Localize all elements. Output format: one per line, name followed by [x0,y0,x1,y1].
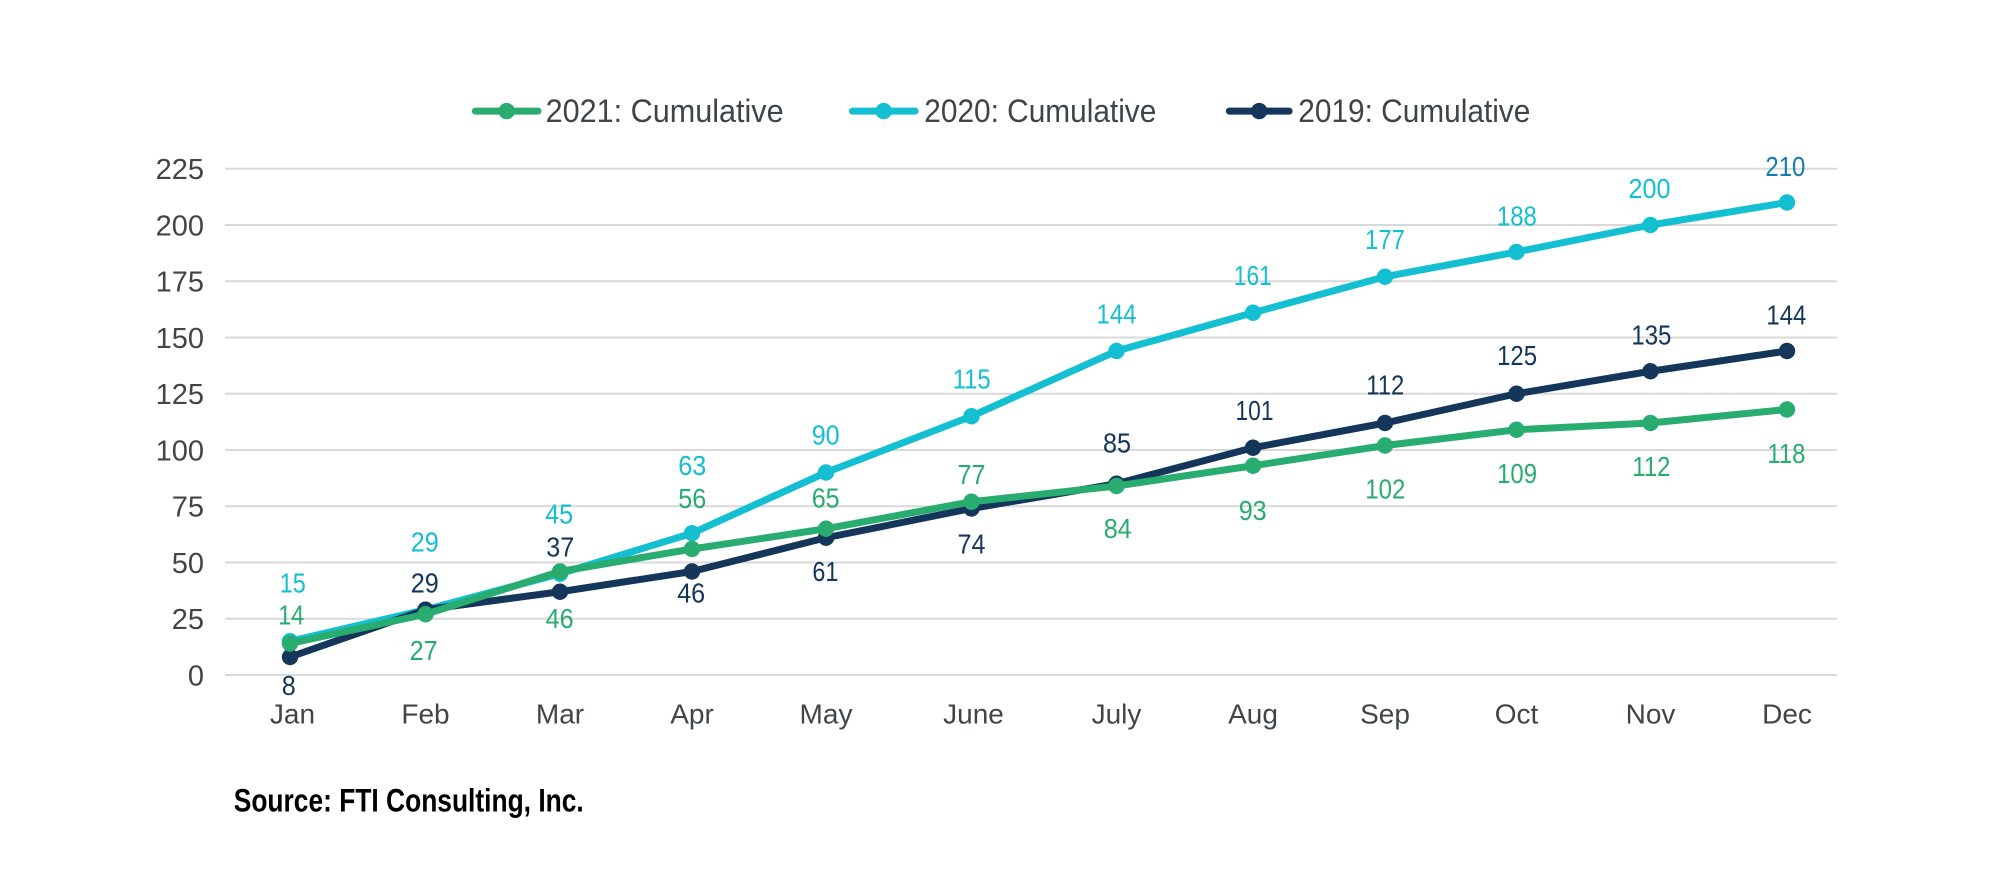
svg-text:Apr: Apr [670,699,714,730]
svg-text:101: 101 [1236,395,1274,426]
svg-text:Jan: Jan [270,699,315,730]
svg-text:46: 46 [546,603,574,634]
svg-text:2019: Cumulative: 2019: Cumulative [1298,92,1530,129]
svg-text:0: 0 [188,660,204,692]
svg-text:118: 118 [1767,438,1805,469]
svg-text:56: 56 [678,483,706,514]
svg-text:June: June [943,699,1004,730]
svg-text:161: 161 [1234,260,1272,291]
svg-text:Dec: Dec [1762,699,1812,730]
svg-text:May: May [800,699,853,730]
svg-text:Mar: Mar [536,699,584,730]
svg-text:93: 93 [1239,495,1267,526]
svg-text:85: 85 [1103,427,1131,458]
svg-text:77: 77 [958,459,986,490]
svg-text:90: 90 [812,419,840,450]
svg-text:115: 115 [953,364,991,395]
svg-text:177: 177 [1365,224,1405,255]
svg-text:144: 144 [1766,299,1806,330]
svg-text:25: 25 [172,604,204,636]
svg-text:29: 29 [411,568,439,599]
svg-text:74: 74 [958,529,986,560]
svg-text:65: 65 [812,483,840,514]
svg-text:July: July [1092,699,1142,730]
svg-text:125: 125 [1497,340,1537,371]
svg-text:135: 135 [1631,319,1671,350]
svg-text:225: 225 [156,154,204,186]
svg-text:200: 200 [1629,173,1671,204]
svg-text:150: 150 [156,323,204,355]
svg-text:Source: FTI Consulting, Inc.: Source: FTI Consulting, Inc. [234,781,584,818]
svg-text:200: 200 [156,210,204,242]
svg-text:210: 210 [1765,151,1805,182]
svg-text:175: 175 [156,267,204,299]
svg-text:75: 75 [172,492,204,524]
svg-text:15: 15 [280,567,306,598]
svg-text:102: 102 [1365,473,1405,504]
svg-text:2021: Cumulative: 2021: Cumulative [546,92,784,129]
svg-text:109: 109 [1497,458,1537,489]
svg-text:Oct: Oct [1495,699,1539,730]
svg-text:112: 112 [1632,451,1670,482]
svg-text:37: 37 [546,532,574,563]
svg-text:29: 29 [411,526,439,557]
svg-text:125: 125 [156,379,204,411]
svg-text:Sep: Sep [1360,699,1410,730]
svg-text:Feb: Feb [401,699,449,730]
svg-text:50: 50 [172,548,204,580]
svg-text:100: 100 [156,435,204,467]
svg-text:2020: Cumulative: 2020: Cumulative [924,92,1156,129]
svg-text:45: 45 [545,498,573,529]
svg-text:63: 63 [678,450,706,481]
svg-text:Nov: Nov [1626,699,1676,730]
svg-text:61: 61 [812,556,838,587]
svg-text:8: 8 [282,670,296,701]
svg-text:14: 14 [278,600,304,631]
svg-text:144: 144 [1097,299,1137,330]
svg-text:84: 84 [1104,513,1132,544]
svg-text:27: 27 [410,635,438,666]
svg-text:46: 46 [677,578,705,609]
svg-text:188: 188 [1497,201,1537,232]
svg-text:Aug: Aug [1228,699,1278,730]
svg-text:112: 112 [1366,370,1404,401]
